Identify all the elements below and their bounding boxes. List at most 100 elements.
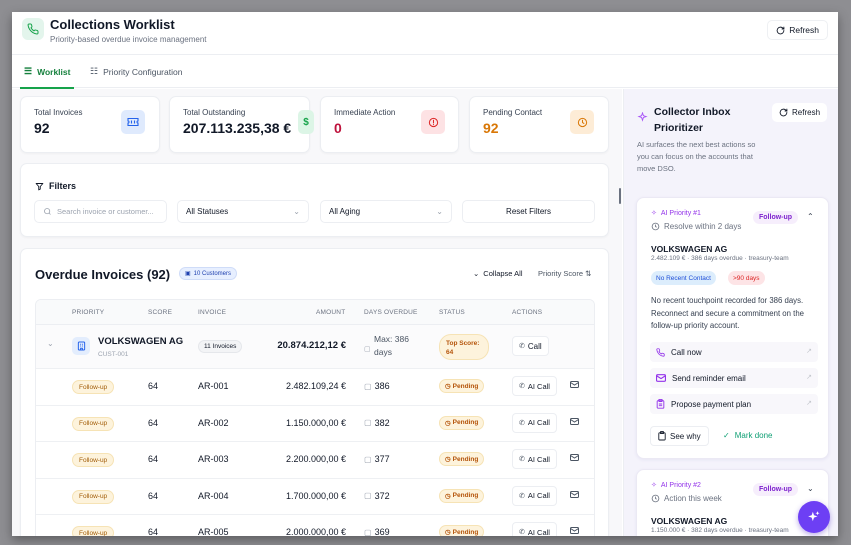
collapse-all-button[interactable]: ⌄ Collapse All xyxy=(473,269,523,278)
invoice-cell[interactable]: AR-005 xyxy=(198,527,229,536)
stat-label: Pending Contact xyxy=(483,108,543,117)
inbox-description: AI surfaces the next best actions so you… xyxy=(637,140,756,173)
mail-icon[interactable] xyxy=(570,490,579,498)
amount-cell: 2.482.109,24 € xyxy=(285,381,346,391)
top-score-value: 64 xyxy=(446,349,454,356)
chevron-down-icon: ⌄ xyxy=(473,269,480,278)
aging-select-value: All Aging xyxy=(329,207,361,216)
column-amount[interactable]: AMOUNT xyxy=(316,309,346,316)
table-row[interactable]: Follow-up 64 AR-001 2.482.109,24 € ▢ 386 … xyxy=(36,369,594,406)
collapse-all-label: Collapse All xyxy=(483,269,523,278)
score-cell: 64 xyxy=(148,527,159,536)
invoice-cell[interactable]: AR-002 xyxy=(198,417,229,428)
column-score[interactable]: SCORE xyxy=(148,309,173,316)
reset-filters-label: Reset Filters xyxy=(506,207,551,216)
invoice-cell[interactable]: AR-001 xyxy=(198,381,229,391)
column-invoice[interactable]: INVOICE xyxy=(198,309,227,316)
search-input[interactable]: Search invoice or customer... xyxy=(34,200,167,223)
scrollbar-thumb[interactable] xyxy=(619,188,621,204)
group-amount: 20.874.212,12 € xyxy=(277,340,346,351)
phone-icon: ✆ xyxy=(519,383,525,390)
phone-icon xyxy=(656,347,665,357)
ai-rank: ✧ AI Priority #1 xyxy=(651,209,701,218)
sort-priority-score-button[interactable]: Priority Score ⇅ xyxy=(538,269,591,278)
days-overdue-cell: ▢ 377 xyxy=(364,454,390,464)
building-icon: ▣ xyxy=(185,271,191,277)
ai-customer-name: VOLKSWAGEN AG xyxy=(651,244,728,254)
clock-icon: ◷ xyxy=(445,383,451,390)
search-icon xyxy=(44,208,51,215)
chevron-up-icon[interactable]: ⌃ xyxy=(807,212,814,221)
action-send-reminder-email[interactable]: Send reminder email ↗ xyxy=(650,368,818,388)
list-icon: ☰ xyxy=(24,66,33,76)
status-badge: ◷ Pending xyxy=(439,452,485,466)
ai-priority-card-1: ✧ AI Priority #1 Resolve within 2 days F… xyxy=(636,197,829,459)
priority-badge: Follow-up xyxy=(72,526,115,536)
days-value: 382 xyxy=(374,417,390,428)
sort-arrows-icon: ⇅ xyxy=(585,269,592,278)
priority-badge: Follow-up xyxy=(72,380,115,394)
ai-call-label: AI Call xyxy=(527,454,550,464)
ai-due-label: Resolve within 2 days xyxy=(664,222,742,231)
days-overdue-cell: ▢ 372 xyxy=(364,491,390,501)
aging-select[interactable]: All Aging ⌄ xyxy=(320,200,452,223)
stat-value: 207.113.235,38 € xyxy=(183,120,292,136)
inbox-refresh-button[interactable]: Refresh xyxy=(772,103,828,122)
clock-icon: ◷ xyxy=(445,492,451,500)
table-row[interactable]: Follow-up 64 AR-005 2.000.000,00 € ▢ 369 … xyxy=(36,515,594,536)
action-label: Send reminder email xyxy=(672,373,746,383)
priority-badge: Follow-up xyxy=(72,489,115,504)
ai-call-button[interactable]: ✆ AI Call xyxy=(512,522,557,536)
column-actions: ACTIONS xyxy=(512,309,543,316)
table-row[interactable]: Follow-up 64 AR-003 2.200.000,00 € ▢ 377 … xyxy=(36,442,594,479)
customer-group-row[interactable]: ⌄ VOLKSWAGEN AG CUST-001 11 Invoices 20.… xyxy=(36,325,594,369)
call-button[interactable]: ✆ Call xyxy=(512,336,549,356)
calendar-icon: ▢ xyxy=(364,454,372,464)
tag-aging: >90 days xyxy=(728,271,765,285)
tag-no-recent-contact: No Recent Contact xyxy=(651,271,716,285)
invoice-cell[interactable]: AR-004 xyxy=(198,490,229,501)
ai-call-button[interactable]: ✆ AI Call xyxy=(512,412,557,433)
expand-chevron-icon[interactable]: ⌄ xyxy=(47,339,54,348)
tab-priority-configuration[interactable]: ☷ Priority Configuration xyxy=(90,55,182,88)
sparkles-icon xyxy=(637,112,648,122)
refresh-button[interactable]: Refresh xyxy=(767,20,828,40)
see-why-button[interactable]: See why xyxy=(650,426,709,446)
ai-call-button[interactable]: ✆ AI Call xyxy=(512,485,557,506)
days-value: 386 xyxy=(374,381,390,391)
action-propose-payment-plan[interactable]: Propose payment plan ↗ xyxy=(650,394,818,414)
ai-assistant-fab[interactable] xyxy=(798,501,830,533)
clipboard-icon xyxy=(658,431,666,441)
clock-icon: ◷ xyxy=(445,419,451,427)
mail-icon[interactable] xyxy=(570,454,579,461)
filter-icon xyxy=(35,182,44,190)
status-label: Pending xyxy=(452,492,479,499)
invoice-cell[interactable]: AR-003 xyxy=(198,454,229,464)
mark-done-button[interactable]: ✓ Mark done xyxy=(723,431,773,440)
mail-icon[interactable] xyxy=(570,527,579,534)
ai-call-button[interactable]: ✆ AI Call xyxy=(512,449,557,469)
chevron-down-icon[interactable]: ⌄ xyxy=(807,484,814,493)
ai-call-label: AI Call xyxy=(527,418,550,427)
phone-icon: ✆ xyxy=(519,456,525,463)
reset-filters-button[interactable]: Reset Filters xyxy=(462,200,595,223)
stat-pending-contact: Pending Contact 92 xyxy=(469,96,609,153)
action-call-now[interactable]: Call now ↗ xyxy=(650,342,818,362)
mail-icon[interactable] xyxy=(570,417,579,425)
column-priority[interactable]: PRIORITY xyxy=(72,309,105,316)
ai-recommendation-text: No recent touchpoint recorded for 386 da… xyxy=(651,296,804,330)
status-select-value: All Statuses xyxy=(186,207,229,216)
table-row[interactable]: Follow-up 64 AR-002 1.150.000,00 € ▢ 382 … xyxy=(36,406,594,442)
column-days-overdue[interactable]: DAYS OVERDUE xyxy=(364,309,418,316)
top-score-badge: Top Score: 64 xyxy=(439,334,489,360)
ai-call-button[interactable]: ✆ AI Call xyxy=(512,376,557,396)
check-icon: ✓ xyxy=(723,431,730,440)
table-row[interactable]: Follow-up 64 AR-004 1.700.000,00 € ▢ 372 … xyxy=(36,479,594,515)
column-status[interactable]: STATUS xyxy=(439,309,465,316)
mail-icon[interactable] xyxy=(570,381,579,388)
tab-worklist[interactable]: ☰ Worklist xyxy=(19,55,75,89)
amount-cell: 1.700.000,00 € xyxy=(285,490,346,501)
status-select[interactable]: All Statuses ⌄ xyxy=(177,200,309,223)
alert-circle-icon xyxy=(421,110,445,134)
external-link-icon: ↗ xyxy=(806,400,812,407)
